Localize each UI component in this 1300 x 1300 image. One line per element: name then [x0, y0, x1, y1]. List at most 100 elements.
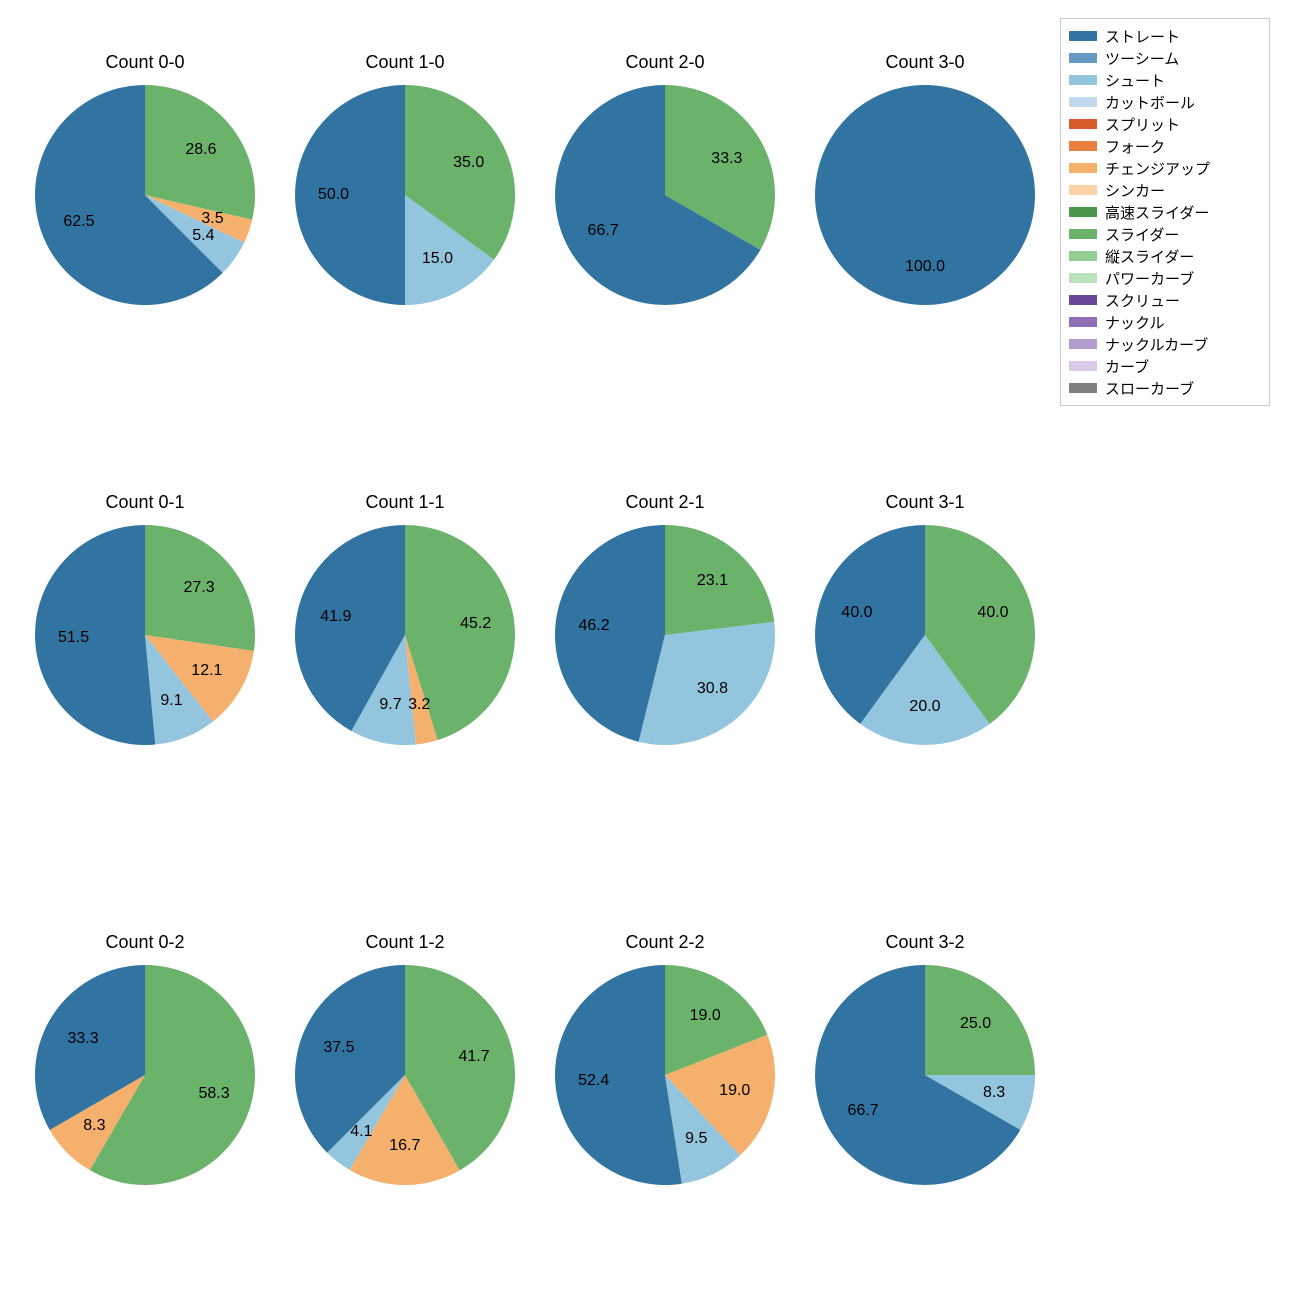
- legend-swatch: [1069, 251, 1097, 261]
- pie-slice-label: 23.1: [697, 572, 728, 590]
- pie-slice-label: 40.0: [841, 604, 872, 622]
- legend-item: パワーカーブ: [1069, 267, 1261, 289]
- pie-slice-label: 58.3: [198, 1085, 229, 1103]
- legend-item: カットボール: [1069, 91, 1261, 113]
- pie-slice-label: 15.0: [422, 250, 453, 268]
- legend-item: シュート: [1069, 69, 1261, 91]
- legend-label: シュート: [1105, 70, 1165, 91]
- pie-slice-label: 25.0: [960, 1015, 991, 1033]
- pie-slice-label: 46.2: [578, 617, 609, 635]
- pie-slice-label: 28.6: [185, 141, 216, 159]
- pie-slice-label: 20.0: [909, 698, 940, 716]
- count-3-2-pie-holder: 66.78.325.0: [815, 965, 1035, 1185]
- legend-swatch: [1069, 361, 1097, 371]
- pie-slice: [555, 965, 682, 1185]
- count-0-1: Count 0-151.59.112.127.3: [30, 500, 260, 800]
- legend-label: スクリュー: [1105, 290, 1180, 311]
- legend-swatch: [1069, 75, 1097, 85]
- pie-slice-label: 100.0: [905, 258, 945, 276]
- legend-label: パワーカーブ: [1105, 268, 1194, 289]
- count-2-0: Count 2-066.733.3: [550, 60, 780, 360]
- pie-slice-label: 35.0: [453, 154, 484, 172]
- legend-item: ツーシーム: [1069, 47, 1261, 69]
- legend: ストレートツーシームシュートカットボールスプリットフォークチェンジアップシンカー…: [1060, 18, 1270, 406]
- legend-label: カットボール: [1105, 92, 1195, 113]
- pie-slice-label: 33.3: [711, 150, 742, 168]
- count-0-0-pie-holder: 62.55.43.528.6: [35, 85, 255, 305]
- pie-slice-label: 8.3: [983, 1084, 1005, 1102]
- count-3-0-title: Count 3-0: [810, 52, 1040, 73]
- count-1-0: Count 1-050.015.035.0: [290, 60, 520, 360]
- count-0-0-pie: [35, 85, 255, 305]
- pie-slice-label: 16.7: [389, 1137, 420, 1155]
- legend-swatch: [1069, 295, 1097, 305]
- legend-item: フォーク: [1069, 135, 1261, 157]
- legend-label: フォーク: [1105, 136, 1165, 157]
- legend-label: チェンジアップ: [1105, 158, 1210, 179]
- legend-item: スライダー: [1069, 223, 1261, 245]
- legend-swatch: [1069, 53, 1097, 63]
- pie-slice: [295, 85, 405, 305]
- count-0-1-title: Count 0-1: [30, 492, 260, 513]
- count-2-1: Count 2-146.230.823.1: [550, 500, 780, 800]
- legend-label: 縦スライダー: [1105, 246, 1194, 267]
- legend-swatch: [1069, 97, 1097, 107]
- count-0-0-title: Count 0-0: [30, 52, 260, 73]
- legend-swatch: [1069, 229, 1097, 239]
- legend-item: スプリット: [1069, 113, 1261, 135]
- pie-slice-label: 4.1: [350, 1123, 372, 1141]
- legend-item: ナックルカーブ: [1069, 333, 1261, 355]
- count-1-2: Count 1-237.54.116.741.7: [290, 940, 520, 1240]
- count-3-2-pie: [815, 965, 1035, 1185]
- count-3-1-pie-holder: 40.020.040.0: [815, 525, 1035, 745]
- legend-item: 高速スライダー: [1069, 201, 1261, 223]
- pie-slice: [35, 525, 155, 745]
- count-3-0: Count 3-0100.0: [810, 60, 1040, 360]
- legend-swatch: [1069, 317, 1097, 327]
- pie-slice-label: 8.3: [83, 1117, 105, 1135]
- legend-swatch: [1069, 207, 1097, 217]
- pie-slice-label: 37.5: [323, 1039, 354, 1057]
- count-2-0-pie-holder: 66.733.3: [555, 85, 775, 305]
- count-3-1-title: Count 3-1: [810, 492, 1040, 513]
- count-1-1: Count 1-141.99.73.245.2: [290, 500, 520, 800]
- count-2-2-title: Count 2-2: [550, 932, 780, 953]
- legend-item: ナックル: [1069, 311, 1261, 333]
- legend-item: シンカー: [1069, 179, 1261, 201]
- legend-swatch: [1069, 185, 1097, 195]
- pie-slice-label: 27.3: [183, 579, 214, 597]
- pie-slice-label: 3.2: [408, 696, 430, 714]
- legend-label: スローカーブ: [1105, 378, 1194, 399]
- count-2-2: Count 2-252.49.519.019.0: [550, 940, 780, 1240]
- legend-item: スローカーブ: [1069, 377, 1261, 399]
- count-0-0: Count 0-062.55.43.528.6: [30, 60, 260, 360]
- count-2-1-title: Count 2-1: [550, 492, 780, 513]
- legend-swatch: [1069, 273, 1097, 283]
- pie-slice-label: 9.5: [685, 1130, 707, 1148]
- pie-slice-label: 41.9: [320, 608, 351, 626]
- pie-slice-label: 19.0: [690, 1007, 721, 1025]
- count-0-2-pie-holder: 33.3 8.3 58.3: [35, 965, 255, 1185]
- count-3-0-pie-holder: 100.0: [815, 85, 1035, 305]
- legend-swatch: [1069, 383, 1097, 393]
- count-2-1-pie-holder: 46.2 30.8 23.1: [555, 525, 775, 745]
- legend-item: 縦スライダー: [1069, 245, 1261, 267]
- count-1-1-pie: [295, 525, 515, 745]
- pie-slice-label: 30.8: [697, 680, 728, 698]
- legend-item: カーブ: [1069, 355, 1261, 377]
- pie-slice-label: 52.4: [578, 1072, 609, 1090]
- count-0-2: Count 0-233.38.358.3: [30, 940, 260, 1240]
- pie-slice-label: 51.5: [58, 629, 89, 647]
- legend-label: ストレート: [1105, 26, 1180, 47]
- pie-slice-label: 3.5: [201, 210, 223, 228]
- count-1-0-title: Count 1-0: [290, 52, 520, 73]
- count-0-1-pie-holder: 51.59.112.127.3: [35, 525, 255, 745]
- pie-slice-label: 33.3: [68, 1030, 99, 1048]
- count-0-2-title: Count 0-2: [30, 932, 260, 953]
- count-2-0-pie: [555, 85, 775, 305]
- count-3-1: Count 3-140.020.040.0: [810, 500, 1040, 800]
- legend-label: シンカー: [1105, 180, 1165, 201]
- legend-label: スライダー: [1105, 224, 1179, 245]
- count-3-2-title: Count 3-2: [810, 932, 1040, 953]
- pie-slice-label: 41.7: [459, 1048, 490, 1066]
